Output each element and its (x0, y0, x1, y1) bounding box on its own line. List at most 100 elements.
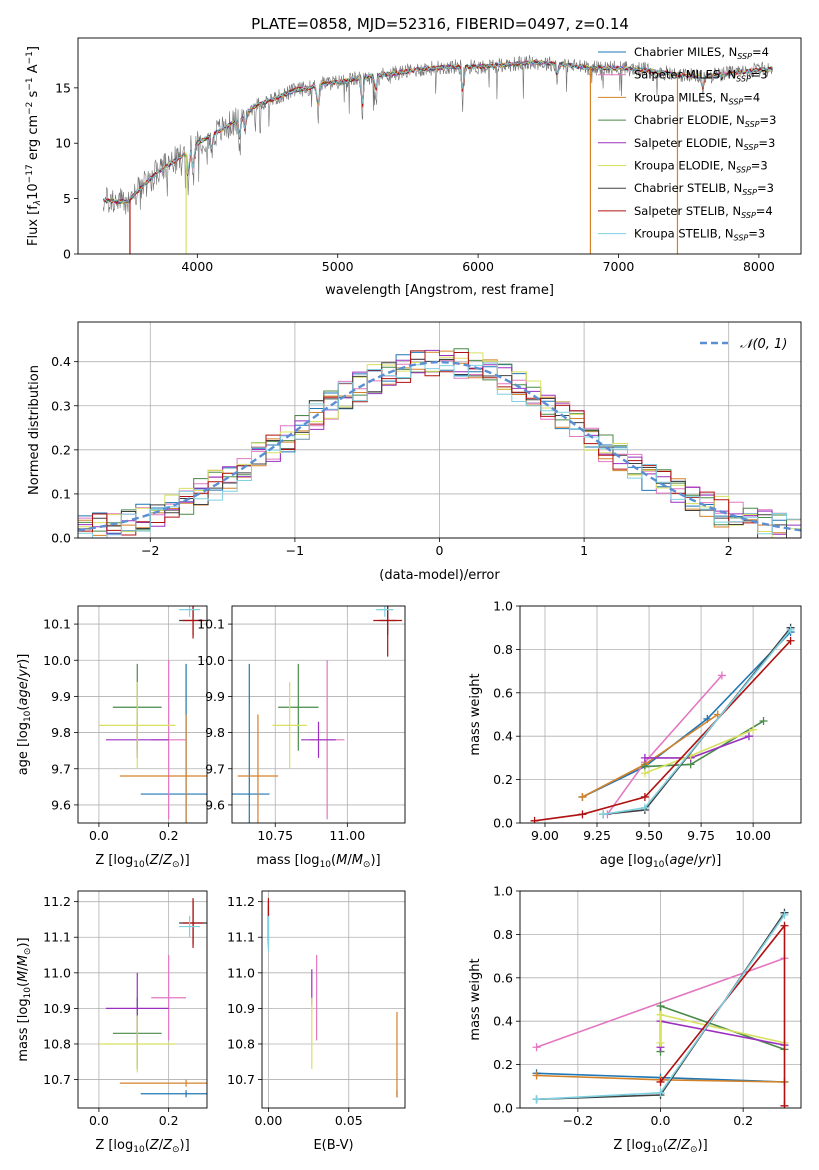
y-tick-label: 10.0 (43, 653, 71, 668)
grid (78, 606, 207, 823)
residual-histogram (78, 349, 801, 535)
y-tick-label: 9.6 (51, 797, 71, 812)
panel-spectrum: 4000 5000 6000 7000 8000 0 5 10 15 wavelength [An… (25, 37, 802, 298)
weight-point-marker (717, 671, 726, 680)
y-tick-label: 0.4 (493, 1014, 513, 1029)
weight-point-marker (786, 636, 795, 645)
y-tick-label: 11.2 (43, 894, 71, 909)
weight-point-marker (656, 1038, 665, 1047)
x-axis-label: E(B-V) (313, 1138, 353, 1153)
panel-residuals: −2 −1 0 1 2 0.0 0.1 0.2 0.3 0.4 (data-model)/error… (27, 321, 802, 583)
x-axis-label: Z [log10(Z/Z⊙)] (613, 1138, 707, 1155)
weight-point-marker (578, 792, 587, 801)
weight-point-marker (744, 732, 753, 741)
y-tick-label: 1.0 (493, 884, 513, 899)
weight-point-marker (640, 803, 649, 812)
x-tick-label: 9.50 (635, 828, 663, 843)
y-tick-label: 0.3 (51, 398, 71, 413)
y-axis-label: Flux [fλ10−17 erg cm−2 s−1 A−1] (25, 46, 43, 246)
y-tick-label: 11.0 (227, 965, 255, 980)
weight-series-line (644, 720, 764, 768)
y-tick-label: 15 (55, 80, 71, 95)
y-tick-label: 10.9 (227, 1001, 255, 1016)
x-tick-label: 4000 (181, 259, 213, 274)
y-tick-label: 10 (55, 136, 71, 151)
panel-weight-vs-Z: −0.2 0.0 0.2 0.0 0.2 0.4 0.6 0.8 1.0 mass weight Z… (468, 884, 802, 1155)
residual-histogram (78, 352, 801, 538)
x-tick-label: 9.00 (531, 828, 559, 843)
residual-histogram (78, 358, 801, 538)
legend-label: Kroupa ELODIE, NSSP=3 (634, 159, 768, 175)
plot-area (98, 898, 207, 1098)
axes-frame (77, 321, 802, 539)
model-spectrum-line (102, 60, 773, 204)
figure-title: PLATE=0858, MJD=52316, FIBERID=0497, z=0… (251, 15, 629, 33)
gaussian-curve (78, 360, 801, 532)
weight-point-marker (780, 921, 789, 930)
grid (262, 891, 405, 1108)
y-tick-label: 9.7 (51, 761, 71, 776)
axes-frame (77, 890, 208, 1109)
data-spectrum-line (103, 55, 773, 215)
x-tick-label: 0.0 (89, 828, 109, 843)
weight-point-marker (640, 753, 649, 762)
x-tick-label: 11.00 (329, 828, 365, 843)
legend-label: Salpeter MILES, NSSP=3 (634, 68, 768, 84)
y-tick-label: 0 (63, 247, 71, 262)
x-axis-label: Z [log10(Z/Z⊙)] (95, 853, 189, 870)
y-tick-label: 9.8 (51, 725, 71, 740)
y-tick-label: 9.6 (205, 797, 225, 812)
plot-area (530, 623, 795, 823)
y-tick-label: 0.6 (493, 970, 513, 985)
x-tick-label: 0.0 (89, 1113, 109, 1128)
axes-frame (519, 605, 802, 824)
axes-frame (231, 605, 406, 824)
x-tick-label: 0.2 (159, 828, 179, 843)
y-tick-label: 0.2 (493, 772, 513, 787)
y-axis-label: mass weight (468, 958, 483, 1040)
y-tick-label: 0.8 (493, 927, 513, 942)
x-tick-label: 9.25 (583, 828, 611, 843)
legend-label: Salpeter ELODIE, NSSP=3 (634, 136, 775, 152)
weight-point-marker (656, 1002, 665, 1011)
y-tick-label: 11.1 (43, 930, 71, 945)
y-tick-label: 0.1 (51, 486, 71, 501)
plot-area (267, 898, 398, 1098)
y-tick-label: 11.0 (43, 965, 71, 980)
legend-label: Salpeter STELIB, NSSP=4 (634, 204, 773, 220)
weight-point-marker (640, 769, 649, 778)
axes-frame (261, 890, 406, 1109)
y-tick-label: 10.1 (197, 617, 225, 632)
y-tick-label: 10.8 (227, 1036, 255, 1051)
x-axis-label: age [log10(age/yr)] (600, 853, 722, 870)
x-tick-label: 10.75 (257, 828, 293, 843)
y-tick-label: 10.1 (43, 617, 71, 632)
weight-point-marker (578, 810, 587, 819)
y-tick-label: 9.8 (205, 725, 225, 740)
weight-point-marker (599, 810, 608, 819)
weight-point-marker (532, 1095, 541, 1104)
y-tick-label: 9.7 (205, 761, 225, 776)
weight-point-marker (530, 816, 539, 823)
weight-series-line (606, 674, 723, 815)
legend-label: Kroupa MILES, NSSP=4 (634, 90, 760, 106)
x-tick-label: −1 (286, 543, 304, 558)
y-axis-label: Normed distribution (27, 365, 42, 495)
x-tick-label: 0.00 (255, 1113, 283, 1128)
plot-area (98, 606, 207, 823)
weight-point-marker (749, 725, 758, 734)
x-axis-label: Z [log10(Z/Z⊙)] (95, 1138, 189, 1155)
y-tick-label: 0.0 (493, 1101, 513, 1116)
weight-point-marker (780, 910, 789, 919)
panel-age-vs-mass: 10.75 11.00 9.6 9.7 9.8 9.9 10.0 10.1 mass [log1… (197, 605, 406, 870)
legend-label: 𝒩(0, 1) (740, 337, 787, 352)
panel-mass-vs-Z: 0.0 0.2 10.7 10.8 10.9 11.0 11.1 11.2 Z [log10(Z… (16, 890, 208, 1155)
y-tick-label: 10.7 (43, 1072, 71, 1087)
grid (232, 606, 405, 823)
y-tick-label: 0.8 (493, 642, 513, 657)
panel-age-vs-Z: 0.0 0.2 9.6 9.7 9.8 9.9 10.0 10.1 Z [log10(Z/Z⊙)… (16, 605, 208, 870)
x-tick-label: −0.2 (563, 1113, 593, 1128)
x-axis-label: mass [log10(M/M⊙)] (256, 853, 380, 870)
axes-frame (77, 605, 208, 824)
x-tick-label: 0.05 (335, 1113, 363, 1128)
